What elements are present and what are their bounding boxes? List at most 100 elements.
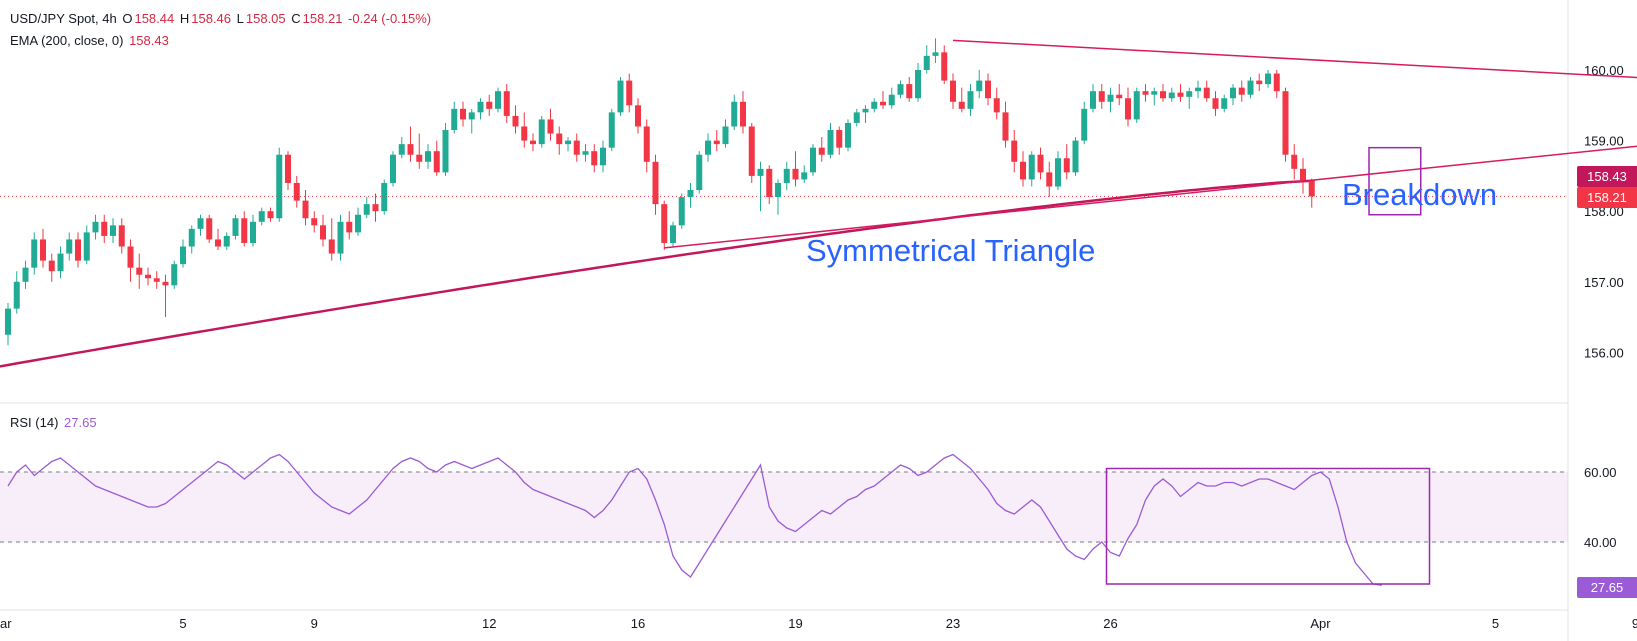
candle-body [398,144,405,155]
candle-body [381,182,388,212]
candle-body [635,105,641,127]
time-tick-label: 19 [788,616,802,631]
candle-body [818,147,825,155]
ema-legend[interactable]: EMA (200, close, 0) 158.43 [10,33,171,48]
candle-body [118,225,125,247]
candle-body [1028,154,1035,180]
candle-body [617,80,624,113]
candle-body [1037,154,1044,173]
candle-body [1308,180,1315,197]
candle-body [101,221,108,236]
ema-label: EMA (200, close, 0) [10,33,124,48]
candles-group [5,38,1315,346]
candle-body [495,91,501,109]
candle-body [792,168,799,180]
time-tick-label: Apr [1310,616,1331,631]
candle-body [538,119,545,145]
rsi-legend[interactable]: RSI (14) 27.65 [10,415,99,430]
price-highlight-box [1368,146,1422,216]
candle-body [285,154,291,183]
candle-body [1168,92,1175,99]
candle-body [976,80,983,92]
triangle-annotation: Symmetrical Triangle [806,233,1096,268]
candle-body [1247,80,1254,95]
time-tick-label: 5 [179,616,186,631]
time-tick-label: 26 [1103,616,1117,631]
candle-body [346,221,353,233]
candle-body [57,253,64,272]
candle-body [355,214,361,233]
candle-body [801,172,808,180]
candle-body [530,140,536,145]
candle-body [608,112,615,148]
candle-body [83,232,90,261]
high-value: 158.46 [191,11,232,26]
candle-body [958,101,965,109]
candle-body [687,190,694,198]
candle-body [1282,91,1289,155]
candle-body [827,130,834,155]
candle-body [40,239,46,261]
time-tick-label: 12 [482,616,496,631]
candle-body [1133,91,1140,120]
breakdown-annotation: Breakdown [1342,177,1498,212]
candle-body [950,80,956,102]
candle-body [1098,91,1105,102]
ema200-line [0,179,1312,368]
last-price-tag: 158.21 [1577,187,1637,208]
candle-body [468,112,475,120]
candle-body [845,122,851,148]
candle-body [5,308,11,335]
candle-body [232,218,239,236]
candle-body [215,239,221,247]
candle-body [582,151,589,155]
time-tick-label: 5 [1492,616,1499,631]
candle-body [993,98,1000,113]
candle-body [1195,87,1201,92]
candle-body [486,101,493,109]
candle-body [1055,158,1061,187]
ema-value: 158.43 [129,33,169,48]
close-label: C [291,11,301,26]
candle-body [1265,73,1271,85]
candle-body [643,126,650,162]
candle-body [1090,91,1096,109]
candle-body [547,119,554,134]
candle-body [110,225,116,236]
trendline-lower [664,145,1637,249]
candle-body [1256,80,1263,85]
candle-body [1238,87,1245,95]
candle-body [250,221,256,243]
candle-body [127,246,134,268]
candle-body [311,218,318,226]
candle-body [407,144,414,155]
candle-body [180,246,186,265]
price-tick-label: 160.00 [1584,63,1624,78]
candle-body [92,221,99,233]
candle-body [888,94,895,106]
candle-body [171,264,178,286]
candle-body [521,126,528,141]
candle-body [565,140,571,145]
symbol-header: USD/JPY Spot, 4h O 158.44 H 158.46 L 158.05… [10,11,433,26]
candle-body [31,239,38,268]
candle-body [696,154,703,191]
candle-body [1125,98,1131,120]
rsi-highlight-box [1105,467,1431,585]
candle-body [1177,92,1184,97]
price-tick-label: 156.00 [1584,345,1624,360]
candle-body [1107,94,1114,102]
rsi-line [7,453,1382,586]
time-tick-label: 9 [1632,616,1637,631]
candle-body [320,225,326,240]
candle-body [197,218,204,229]
candle-body [416,154,423,162]
candle-body [223,235,230,247]
candle-body [713,140,720,145]
candle-body [477,101,484,113]
rsi-price-tag: 27.65 [1577,577,1637,598]
candle-body [678,197,685,226]
candle-body [740,101,746,127]
candle-body [915,70,921,99]
